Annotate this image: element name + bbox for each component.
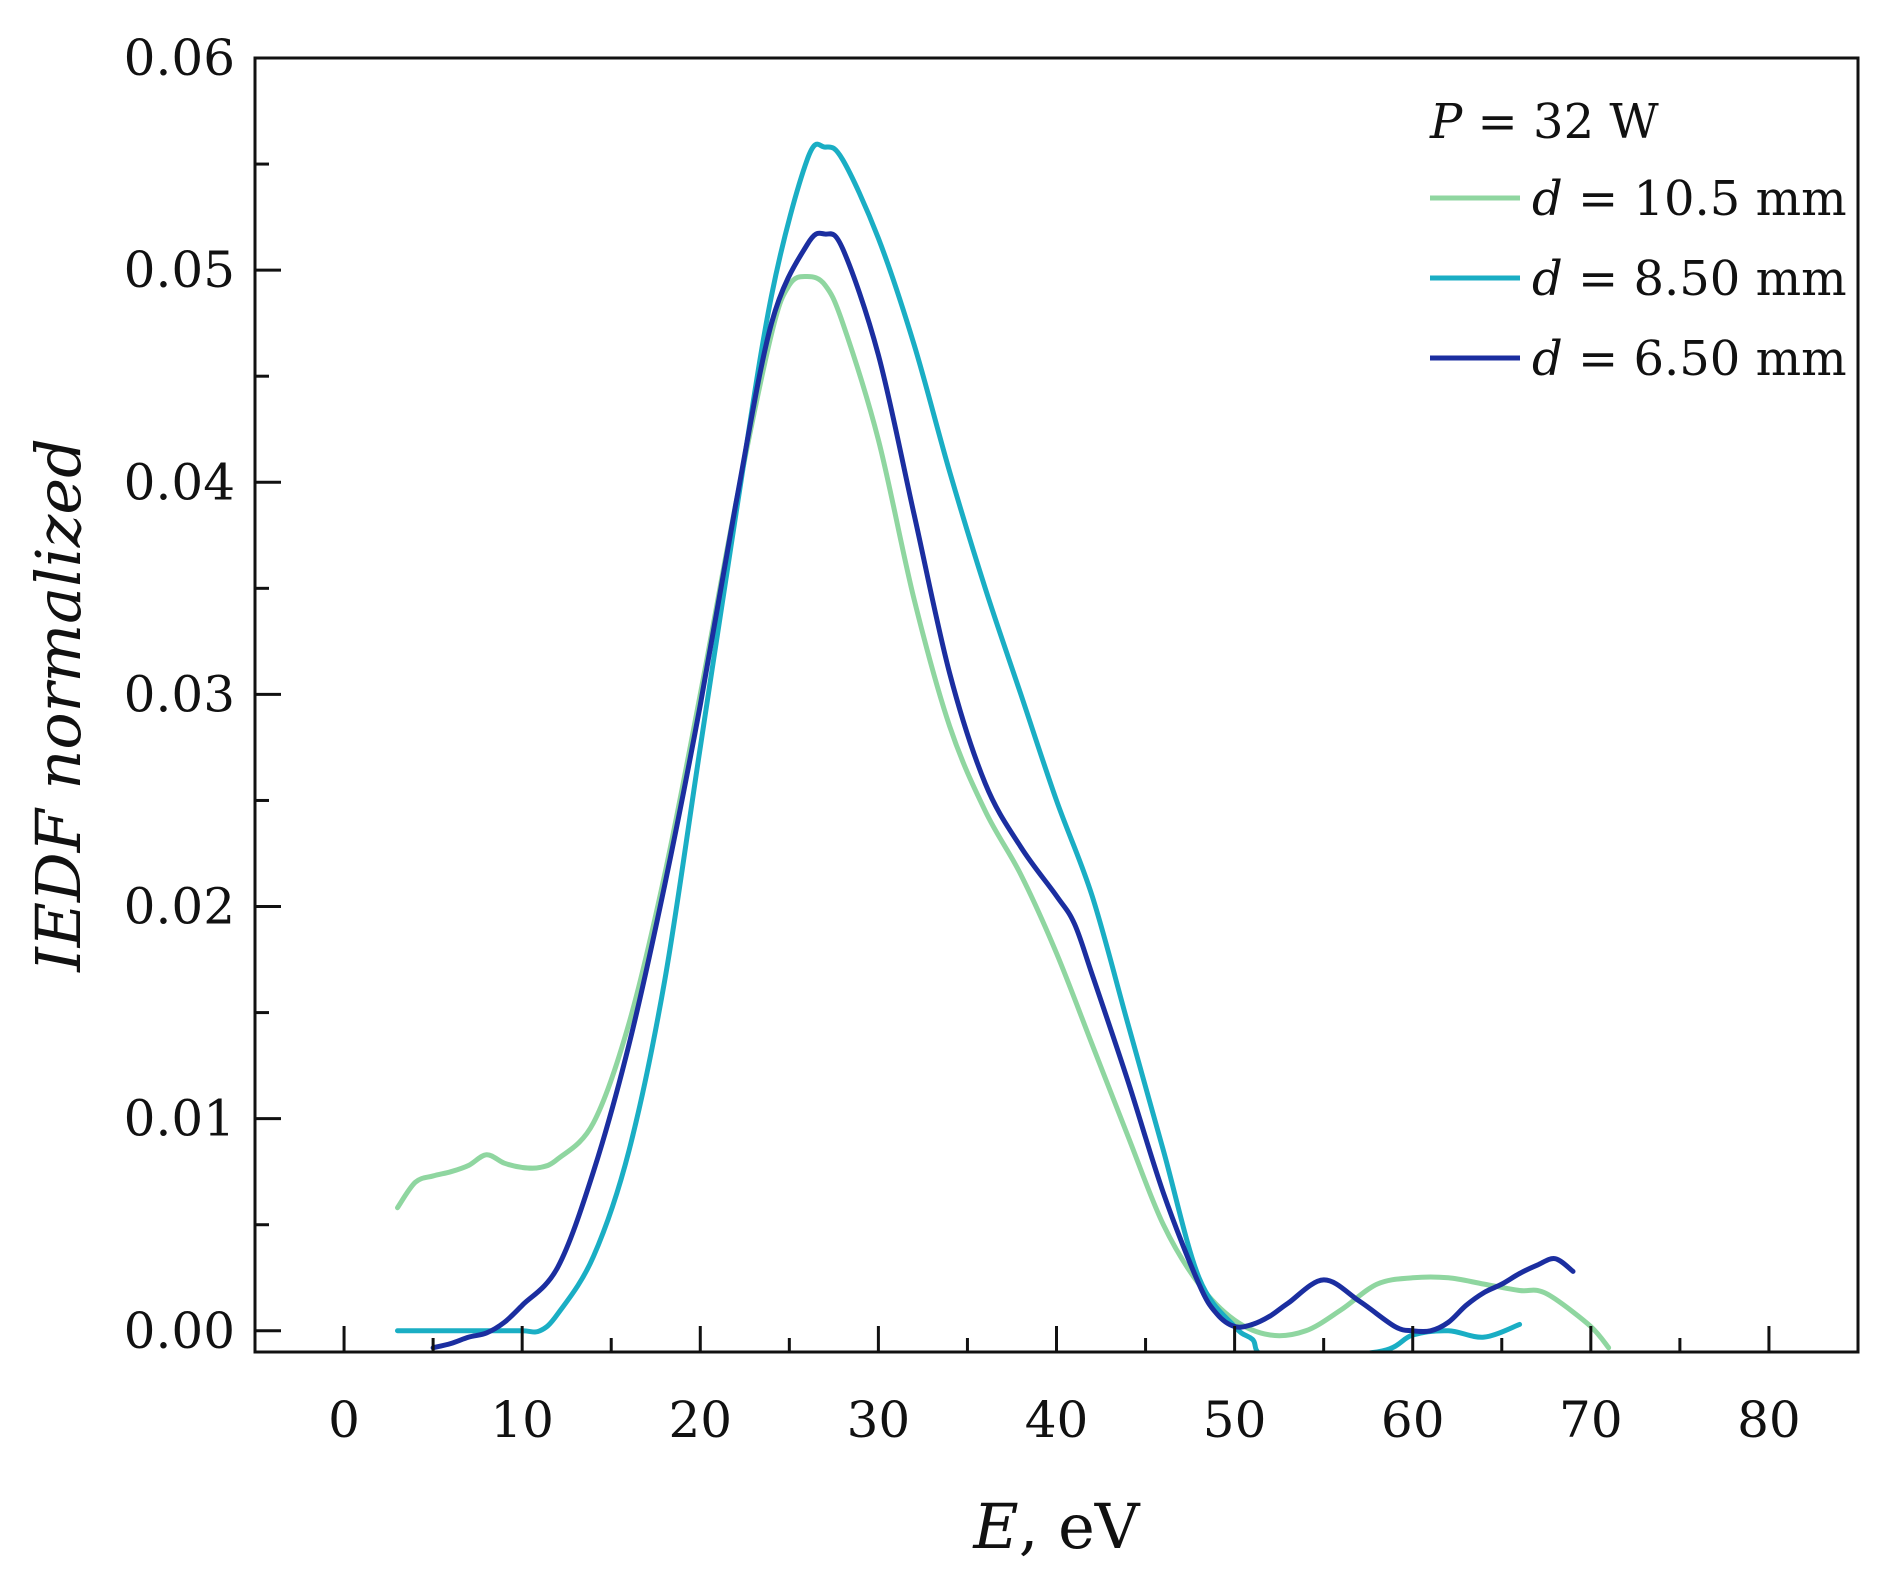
x-tick-label: 60	[1381, 1391, 1445, 1449]
legend: P = 32 W d = 10.5 mm d = 8.50 mm d = 6.50 …	[1429, 94, 1847, 387]
y-tick-label: 0.05	[124, 241, 235, 299]
legend-header-var: P	[1429, 94, 1463, 150]
x-tick-label: 0	[328, 1391, 360, 1449]
series-line-1	[394, 273, 1612, 1351]
series-line-3	[430, 230, 1576, 1351]
legend-label-2: d = 8.50 mm	[1532, 251, 1847, 307]
x-tick-label: 10	[490, 1391, 554, 1449]
legend-header-rest: = 32 W	[1462, 94, 1659, 150]
x-axis-unit: , eV	[1019, 1490, 1141, 1563]
x-tick-label: 70	[1559, 1391, 1623, 1449]
legend-label-1: d = 10.5 mm	[1532, 171, 1847, 227]
x-axis-title: E, eV	[972, 1490, 1140, 1563]
legend-label-3: d = 6.50 mm	[1532, 331, 1847, 387]
x-axis-var: E	[972, 1490, 1018, 1563]
y-tick-label: 0.02	[124, 878, 235, 936]
y-axis-title: IEDF normalized	[22, 438, 95, 973]
x-tick-label: 80	[1737, 1391, 1801, 1449]
series-line-2	[394, 141, 1523, 1352]
series-layer	[394, 141, 1612, 1352]
y-tick-label: 0.01	[124, 1090, 235, 1148]
x-tick-label: 30	[847, 1391, 911, 1449]
x-tick-label: 50	[1203, 1391, 1267, 1449]
y-tick-label: 0.03	[124, 665, 235, 723]
x-axis-ticks: 0 10 20 30 40 50 60 70 80	[328, 1326, 1801, 1449]
y-tick-label: 0.04	[124, 453, 235, 511]
x-tick-label: 20	[668, 1391, 732, 1449]
y-axis-ticks: 0.00 0.01 0.02 0.03 0.04 0.05 0.06	[124, 29, 281, 1360]
x-tick-label: 40	[1025, 1391, 1089, 1449]
y-tick-label: 0.00	[124, 1302, 235, 1360]
y-tick-label: 0.06	[124, 29, 235, 87]
legend-header: P = 32 W	[1429, 94, 1659, 150]
